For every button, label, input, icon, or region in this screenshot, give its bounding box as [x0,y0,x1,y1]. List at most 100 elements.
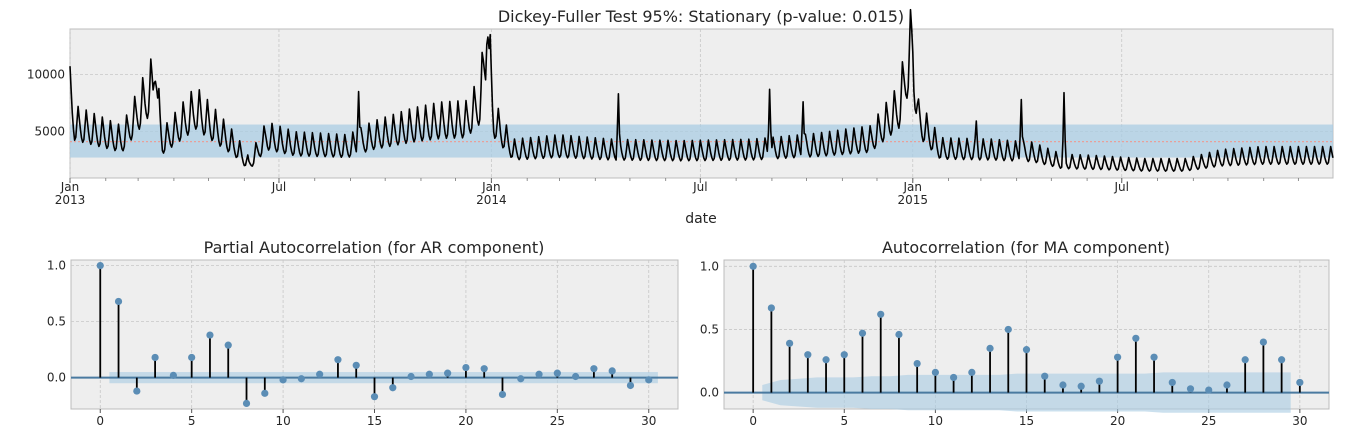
x-tick-label: Jan [903,180,923,194]
stem-marker [96,262,104,270]
stem-marker [804,351,812,359]
stem-marker [517,375,525,383]
stem-marker [1168,378,1176,387]
stem-marker [1296,378,1304,387]
x-tick-label: 10 [275,414,290,428]
stem-marker [1278,356,1286,364]
stem-marker [1205,386,1213,394]
stem-marker [749,262,757,270]
stem-marker [608,367,616,375]
pacf-panel: Partial Autocorrelation (for AR componen… [47,238,679,428]
stem-marker [572,372,580,381]
acf-title: Autocorrelation (for MA component) [882,238,1170,257]
stem-marker [968,368,976,376]
x-tick-label: 5 [188,414,196,428]
x-tick-label: 25 [1201,414,1216,428]
stem-marker [297,375,305,383]
stem-marker [1077,382,1085,390]
stem-marker [133,387,141,395]
stem-marker [169,371,177,379]
stem-marker [1223,381,1231,389]
stem-marker [840,351,848,359]
x-tick-label: Jul [692,180,707,194]
stem-marker [1059,381,1067,389]
stem-marker [151,353,159,362]
stem-marker [498,390,507,399]
y-tick-label: 0.5 [47,315,66,329]
stem-marker [425,370,433,378]
stem-marker [786,339,794,347]
stem-marker [334,356,342,364]
x-tick-label: 5 [840,414,848,428]
stem-marker [1095,377,1103,385]
stem-marker [444,369,452,377]
stem-marker [931,368,939,376]
stem-marker [1241,356,1249,364]
x-tick-label: 15 [1019,414,1034,428]
pacf-title: Partial Autocorrelation (for AR componen… [204,238,545,257]
stem-marker [1259,338,1267,346]
stem-marker [767,304,775,312]
stem-marker [986,344,994,352]
y-tick-label: 0.5 [700,322,719,336]
stem-marker [188,353,196,362]
stem-marker [261,389,269,397]
stem-marker [553,369,561,377]
stem-marker [242,399,251,407]
y-tick-label: 5000 [34,124,65,138]
time-series-panel: Dickey-Fuller Test 95%: Stationary (p-va… [27,7,1334,227]
x-tick-year-label: 2013 [55,193,86,207]
x-tick-year-label: 2015 [897,193,928,207]
stem-marker [462,363,470,372]
stem-marker [822,356,830,364]
stem-marker [1041,372,1049,380]
stem-marker [1022,346,1031,354]
stem-marker [877,310,885,318]
y-tick-label: 1.0 [47,259,66,273]
stem-marker [913,359,921,368]
acf-panel: Autocorrelation (for MA component) 0 5 10 1… [700,238,1330,428]
time-series-line [69,8,1334,172]
x-tick-label: Jul [271,180,286,194]
stem-marker [645,376,653,384]
stem-marker [389,384,397,392]
y-tick-label: 1.0 [700,259,719,273]
y-tick-label: 10000 [27,67,65,81]
stem-marker [114,297,123,306]
time-series-y-ticks: 5000 10000 [27,67,65,138]
time-series-title: Dickey-Fuller Test 95%: Stationary (p-va… [498,7,904,26]
series-line [69,8,1334,172]
x-tick-label: 10 [928,414,943,428]
x-tick-label: 30 [641,414,656,428]
x-tick-label: 25 [550,414,565,428]
stem-marker [279,376,287,384]
stem-marker [1186,385,1195,393]
x-tick-label: Jan [60,180,80,194]
stem-marker [1150,353,1158,361]
stem-marker [316,370,324,378]
stem-marker [626,381,635,390]
stem-marker [352,361,360,369]
x-tick-label: 15 [367,414,382,428]
pacf-stems: 0 5 10 15 20 25 30 0.0 0.5 1.0 [47,259,678,428]
stem-marker [370,393,379,401]
x-tick-label: Jul [1113,180,1128,194]
x-tick-label: 30 [1292,414,1307,428]
stem-marker [858,329,867,337]
stem-marker [1114,353,1122,361]
stem-marker [407,372,415,381]
stem-marker [950,373,958,382]
stem-marker [206,331,214,339]
time-series-x-axis-label: date [685,211,717,227]
stem-marker [480,365,488,373]
stem-marker [535,370,543,378]
y-tick-label: 0.0 [47,371,66,385]
stem-marker [1004,325,1012,334]
stem-marker [895,330,903,339]
x-tick-label: 0 [749,414,757,428]
x-tick-label: 20 [1110,414,1125,428]
acf-stems: 0 5 10 15 20 25 30 0.0 0.5 1.0 [700,259,1329,428]
y-tick-label: 0.0 [700,386,719,400]
